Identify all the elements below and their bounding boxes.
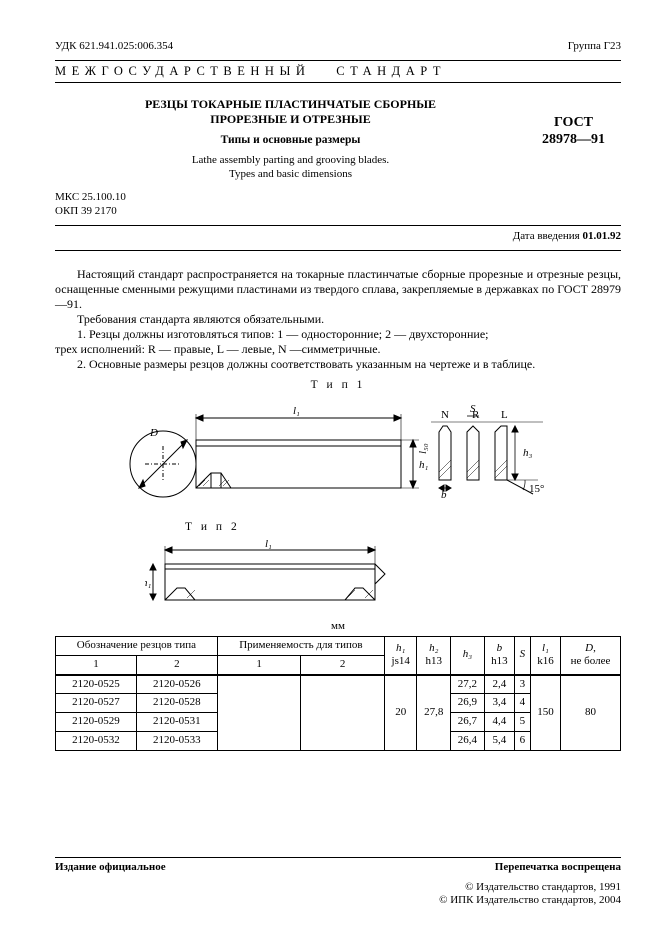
fig1-label: Т и п 1: [55, 378, 621, 392]
unit-label: мм: [55, 620, 621, 634]
udk-code: УДК 621.941.025:006.354: [55, 40, 173, 54]
th-h2: h₂h13: [417, 637, 451, 675]
gost-num: 28978—91: [526, 132, 621, 149]
head-left: РЕЗЦЫ ТОКАРНЫЕ ПЛАСТИНЧАТЫЕ СБОРНЫЕ ПРОР…: [55, 97, 526, 181]
lbl-N: N: [441, 409, 449, 421]
th-S: S: [514, 637, 530, 675]
cell: 150: [530, 675, 560, 751]
dimension-table: Обозначение резцов типа Применяемость дл…: [55, 636, 621, 751]
cell: 2120-0526: [136, 675, 217, 694]
cell: 4,4: [484, 713, 514, 732]
para-5: 2. Основные размеры резцов должны соотве…: [55, 357, 621, 372]
cell: 27,2: [451, 675, 485, 694]
figure-type-1: D l₁ h₁ N R L S b h₃ 15° l₅₀: [123, 396, 553, 514]
dim-h1: h₁: [419, 459, 429, 471]
th-c3: 1: [217, 655, 301, 674]
cell: 2120-0533: [136, 731, 217, 750]
copyright-1: © Издательство стандартов, 1991: [55, 881, 621, 895]
dim-b: b: [441, 489, 447, 501]
cell: 2120-0528: [136, 694, 217, 713]
banner: МЕЖГОСУДАРСТВЕННЫЙ СТАНДАРТ: [55, 60, 621, 84]
th-c2: 2: [136, 655, 217, 674]
footer: Издание официальное Перепечатка воспреще…: [55, 857, 621, 908]
cell: 26,9: [451, 694, 485, 713]
cell: 6: [514, 731, 530, 750]
date-value: 01.01.92: [583, 230, 622, 242]
footer-left: Издание официальное: [55, 861, 166, 875]
dim-D: D: [149, 427, 158, 439]
cell: 5,4: [484, 731, 514, 750]
mks-code: МКС 25.100.10: [55, 191, 621, 205]
para-4: трех исполнений: R — правые, L — левые, …: [55, 342, 621, 357]
banner-left: МЕЖГОСУДАРСТВЕННЫЙ: [55, 64, 310, 78]
subtitle-ru: Типы и основные размеры: [65, 133, 516, 147]
para-1: Настоящий стандарт распространяется на т…: [55, 267, 621, 312]
top-row: УДК 621.941.025:006.354 Группа Г23: [55, 40, 621, 54]
dim-l1: l₁: [293, 405, 300, 417]
lbl-L: L: [501, 409, 508, 421]
gost-block: ГОСТ 28978—91: [526, 97, 621, 181]
cell: 5: [514, 713, 530, 732]
th-D: D,не более: [561, 637, 621, 675]
para-2: Требования стандарта являются обязательн…: [55, 312, 621, 327]
cell: [217, 675, 301, 751]
cell: 3: [514, 675, 530, 694]
figure-type-2: l₁ h₁: [145, 538, 405, 616]
page: УДК 621.941.025:006.354 Группа Г23 МЕЖГО…: [0, 0, 661, 936]
fig2-label: Т и п 2: [185, 520, 621, 534]
cell: 2,4: [484, 675, 514, 694]
th-c4: 2: [301, 655, 385, 674]
banner-right: СТАНДАРТ: [336, 64, 446, 78]
title-ru-2: ПРОРЕЗНЫЕ И ОТРЕЗНЫЕ: [65, 112, 516, 127]
dim-l50: l₅₀: [417, 443, 429, 454]
cell: 2120-0527: [56, 694, 137, 713]
dim2-h1: h₁: [145, 577, 152, 589]
para-3: 1. Резцы должны изготовляться типов: 1 —…: [55, 327, 621, 342]
cell: 20: [384, 675, 416, 751]
date-label: Дата введения: [513, 230, 580, 242]
copyright-2: © ИПК Издательство стандартов, 2004: [55, 894, 621, 908]
dim2-l1: l₁: [265, 538, 272, 550]
dim-S: S: [470, 403, 476, 415]
cell: 2120-0531: [136, 713, 217, 732]
th-h3: h₃: [451, 637, 485, 675]
th-b: bh13: [484, 637, 514, 675]
cell: 4: [514, 694, 530, 713]
rule-2: [55, 250, 621, 251]
cell: 26,7: [451, 713, 485, 732]
body-text: Настоящий стандарт распространяется на т…: [55, 267, 621, 372]
cell: 2120-0529: [56, 713, 137, 732]
group-code: Группа Г23: [568, 40, 621, 54]
footer-right: Перепечатка воспрещена: [495, 861, 621, 875]
title-en-2: Types and basic dimensions: [65, 168, 516, 182]
cell: 3,4: [484, 694, 514, 713]
head-block: РЕЗЦЫ ТОКАРНЫЕ ПЛАСТИНЧАТЫЕ СБОРНЫЕ ПРОР…: [55, 97, 621, 181]
date-row: Дата введения 01.01.92: [55, 230, 621, 244]
cell: 27,8: [417, 675, 451, 751]
okp-code: ОКП 39 2170: [55, 205, 621, 219]
th-h1: h₁js14: [384, 637, 416, 675]
th-applic: Применяемость для типов: [217, 637, 384, 656]
title-en-1: Lathe assembly parting and grooving blad…: [65, 154, 516, 168]
title-ru-1: РЕЗЦЫ ТОКАРНЫЕ ПЛАСТИНЧАТЫЕ СБОРНЫЕ: [65, 97, 516, 112]
gost-label: ГОСТ: [526, 115, 621, 132]
dim-angle: 15°: [529, 483, 544, 495]
dim-h3: h₃: [523, 447, 533, 459]
th-l1: l₁k16: [530, 637, 560, 675]
cell: 2120-0532: [56, 731, 137, 750]
cell: 26,4: [451, 731, 485, 750]
rule-1: [55, 225, 621, 226]
th-c1: 1: [56, 655, 137, 674]
cell: [301, 675, 385, 751]
cell: 2120-0525: [56, 675, 137, 694]
cell: 80: [561, 675, 621, 751]
table-row: 2120-0525 2120-0526 20 27,8 27,2 2,4 3 1…: [56, 675, 621, 694]
th-designation: Обозначение резцов типа: [56, 637, 218, 656]
